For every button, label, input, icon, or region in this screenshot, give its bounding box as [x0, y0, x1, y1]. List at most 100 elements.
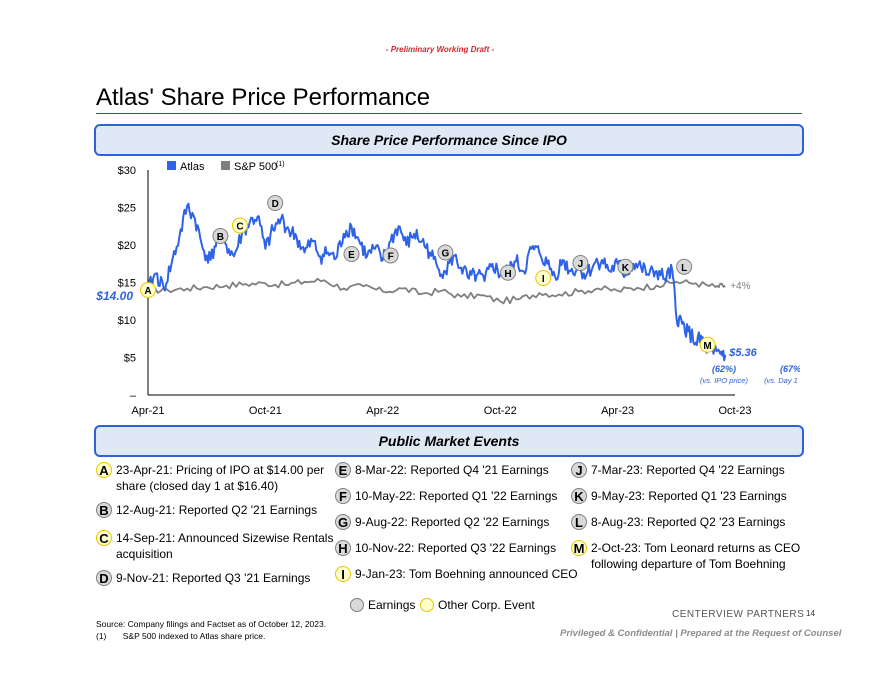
event-text-line: acquisition [116, 547, 173, 561]
corp-event-dot-icon [420, 598, 434, 612]
event-marker-d [267, 195, 284, 211]
vs-day1-pct: (67%) [780, 364, 800, 374]
event-marker-label: B [217, 232, 224, 243]
event-text: 9-Aug-22: Reported Q2 '22 Earnings [355, 514, 549, 530]
event-badge: I [335, 566, 351, 582]
share-price-chart: $30 $25 $20 $15 $10 $5 – Apr-21 Oct-21 Apr-22 Oct… [95, 161, 800, 417]
event-marker-k [617, 258, 634, 275]
event-text: 10-Nov-22: Reported Q3 '22 Earnings [355, 540, 556, 556]
confidential-notice: Privileged & Confidential | Prepared at … [560, 628, 842, 639]
events-banner: Public Market Events [94, 425, 804, 457]
sp500-series-line [147, 277, 726, 305]
legend-atlas-swatch [167, 161, 176, 170]
legend-sp500-swatch [221, 161, 230, 170]
event-text-line: 8-Aug-23: Reported Q2 '23 Earnings [591, 515, 786, 529]
event-marker-label: I [542, 274, 545, 285]
earnings-dot-icon [350, 598, 364, 612]
footnote-text: S&P 500 indexed to Atlas share price. [122, 631, 266, 641]
event-marker-label: J [578, 259, 584, 270]
y-tick-label: $10 [118, 315, 136, 327]
event-text: 10-May-22: Reported Q1 '22 Earnings [355, 488, 557, 504]
y-axis-labels: $30 $25 $20 $15 $10 $5 – [118, 165, 137, 402]
event-marker-label: F [388, 252, 394, 263]
event-marker-label: E [348, 250, 355, 261]
footnote-number: (1) [96, 631, 107, 641]
title-rule [96, 113, 802, 114]
event-badge: C [96, 530, 112, 546]
event-marker-label: M [703, 341, 711, 352]
event-text-line: 9-May-23: Reported Q1 '23 Earnings [591, 489, 787, 503]
event-text-line: 7-Mar-23: Reported Q4 '22 Earnings [591, 463, 785, 477]
event-marker-c [231, 217, 248, 234]
ipo-price-label: $14.00 [95, 289, 133, 303]
event-text-line: 14-Sep-21: Announced Sizewise Rentals [116, 531, 334, 545]
y-tick-label: $5 [124, 353, 136, 365]
event-badge: J [571, 462, 587, 478]
event-marker-label: D [272, 199, 279, 210]
event-text: 12-Aug-21: Reported Q2 '21 Earnings [116, 502, 317, 518]
legend-sp500-label: S&P 500 [234, 161, 277, 173]
legend-atlas-label: Atlas [180, 161, 205, 173]
event-text-line: 8-Mar-22: Reported Q4 '21 Earnings [355, 463, 549, 477]
event-marker-label: A [144, 286, 151, 297]
event-text: 2-Oct-23: Tom Leonard returns as CEO foll… [591, 540, 800, 572]
event-badge: F [335, 488, 351, 504]
y-tick-label: $25 [118, 203, 136, 215]
last-price-label: $5.36 [728, 347, 757, 359]
source-line: Source: Company filings and Factset as o… [96, 619, 327, 629]
event-text-line: 23-Apr-21: Pricing of IPO at $14.00 per [116, 463, 325, 477]
corp-event-legend-label: Other Corp. Event [438, 598, 535, 612]
draft-label: - Preliminary Working Draft - [385, 45, 495, 54]
x-tick-label: Apr-23 [601, 405, 634, 417]
brand-logo: CENTERVIEW PARTNERS [672, 609, 805, 620]
event-text: 23-Apr-21: Pricing of IPO at $14.00 per s… [116, 462, 324, 494]
event-text: 14-Sep-21: Announced Sizewise Rentals acq… [116, 530, 333, 562]
event-text-line: 9-Jan-23: Tom Boehning announced CEO [355, 567, 578, 581]
event-text-line: 9-Aug-22: Reported Q2 '22 Earnings [355, 515, 550, 529]
chart-axes [147, 170, 735, 396]
event-marker-label: K [622, 263, 630, 274]
event-text: 9-Nov-21: Reported Q3 '21 Earnings [116, 570, 310, 586]
event-text-line: following departure of Tom Boehning [591, 557, 786, 571]
event-marker-g [437, 244, 454, 261]
event-marker-b [212, 228, 229, 244]
page-title: Atlas' Share Price Performance [96, 84, 431, 111]
event-badge: M [571, 540, 587, 556]
event-text: 7-Mar-23: Reported Q4 '22 Earnings [591, 462, 785, 478]
chart-banner: Share Price Performance Since IPO [94, 124, 804, 156]
earnings-legend-label: Earnings [368, 598, 416, 612]
event-marker-label: H [504, 269, 511, 280]
event-marker-label: G [442, 249, 450, 260]
event-text-line: 12-Aug-21: Reported Q2 '21 Earnings [116, 503, 318, 517]
page-number: 14 [806, 609, 815, 618]
event-badge: B [96, 502, 112, 518]
event-marker-l [676, 258, 693, 275]
event-text: 8-Aug-23: Reported Q2 '23 Earnings [591, 514, 785, 530]
event-badge: D [96, 570, 112, 586]
chart-markers: A B C D E F G H I J K L M [140, 195, 716, 353]
event-marker-label: C [236, 222, 243, 233]
event-text-line: 2-Oct-23: Tom Leonard returns as CEO [591, 541, 801, 555]
event-marker-j [572, 255, 589, 271]
x-tick-label: Oct-22 [484, 405, 517, 417]
event-badge: G [335, 514, 351, 530]
event-text: 9-Jan-23: Tom Boehning announced CEO [355, 566, 578, 582]
source-notes: Source: Company filings and Factset as o… [96, 618, 326, 642]
event-marker-f [382, 247, 399, 264]
footnote-line: (1) S&P 500 indexed to Atlas share price… [96, 630, 326, 642]
event-marker-a [140, 282, 156, 298]
y-tick-label: – [130, 390, 137, 402]
event-marker-e [343, 246, 360, 262]
event-marker-label: L [681, 263, 687, 274]
event-text-line: 9-Nov-21: Reported Q3 '21 Earnings [116, 571, 311, 585]
event-text: 8-Mar-22: Reported Q4 '21 Earnings [355, 462, 549, 478]
event-text: 9-May-23: Reported Q1 '23 Earnings [591, 488, 787, 504]
y-tick-label: $20 [118, 240, 136, 252]
event-badge: H [335, 540, 351, 556]
event-badge: E [335, 462, 351, 478]
event-badge: K [571, 488, 587, 504]
chart-annotations: $14.00 $5.36 +4% (62%) (vs. IPO price) (67%) (… [95, 281, 800, 385]
event-marker-h [500, 264, 517, 281]
x-axis-labels: Apr-21 Oct-21 Apr-22 Oct-22 Apr-23 Oct-23 [131, 405, 751, 417]
x-tick-label: Oct-21 [249, 405, 282, 417]
